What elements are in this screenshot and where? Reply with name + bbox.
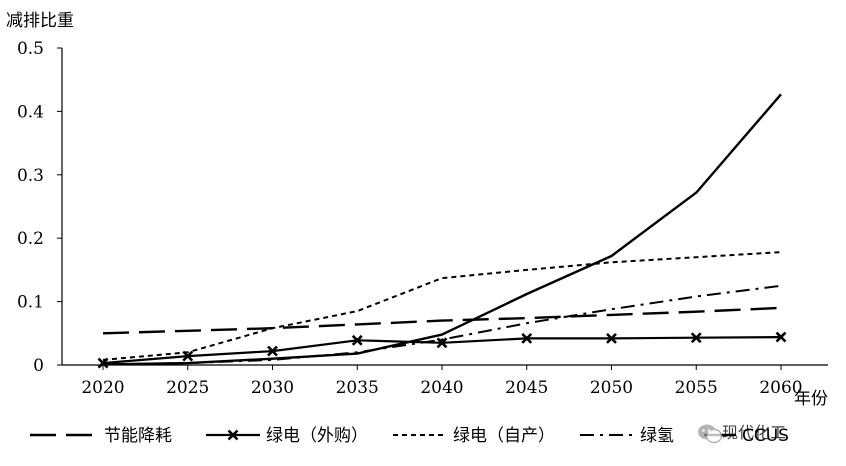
x-tick-label: 2055 [675, 378, 718, 398]
y-tick-label: 0.5 [17, 39, 44, 59]
legend-label: 绿电（外购） [266, 426, 368, 446]
series-4 [102, 93, 782, 366]
data-point-marker [521, 332, 533, 344]
x-axis-title: 年份 [794, 389, 828, 409]
x-tick-label: 2020 [81, 378, 124, 398]
data-point-marker [351, 334, 363, 346]
series-line [102, 251, 782, 361]
watermark: 现代化工 [698, 423, 786, 444]
legend-label: 绿氢 [640, 426, 674, 446]
y-tick-label: 0 [33, 356, 44, 376]
x-tick-label: 2030 [251, 378, 294, 398]
series-line [102, 284, 782, 366]
watermark-text: 现代化工 [722, 423, 786, 442]
legend-label: CCUS [742, 426, 789, 446]
x-tick-label: 2060 [759, 378, 802, 398]
data-point-marker [690, 332, 702, 344]
legend-marker [227, 429, 239, 441]
legend-item: 绿电（自产） [393, 426, 555, 446]
x-tick-label: 2040 [420, 378, 463, 398]
data-point-marker [267, 345, 278, 357]
data-point-marker [606, 332, 617, 344]
y-tick-label: 0.4 [17, 102, 44, 122]
wechat-icon [698, 424, 723, 444]
legend-label: 绿电（自产） [453, 426, 555, 446]
y-tick-label: 0.2 [17, 229, 44, 249]
series-2 [102, 251, 782, 361]
x-tick-label: 2050 [590, 378, 633, 398]
x-tick-label: 2025 [166, 378, 209, 398]
y-tick-label: 0.3 [17, 166, 44, 186]
legend-item: 节能降耗 [30, 426, 172, 446]
data-point-marker [436, 337, 448, 349]
data-point-marker [775, 331, 787, 343]
x-tick-label: 2045 [505, 378, 548, 398]
series-0 [102, 306, 782, 335]
y-axis-title: 减排比重 [6, 11, 74, 31]
x-tick-label: 2035 [336, 378, 379, 398]
legend-item: 绿电（外购） [206, 426, 368, 446]
series-3 [102, 284, 782, 366]
y-tick-label: 0.1 [17, 293, 44, 313]
series-line [102, 93, 782, 366]
legend: 节能降耗 绿电（外购） 绿电（自产） 绿氢 CCUS [30, 426, 789, 446]
legend-item: 绿氢 [580, 426, 674, 446]
series-line [102, 306, 782, 335]
axes: 0 0.1 0.2 0.3 0.4 0.5 2020 2025 2030 2035 2040 2045… [17, 39, 828, 398]
legend-label: 节能降耗 [104, 426, 172, 446]
series-lines [97, 93, 787, 369]
